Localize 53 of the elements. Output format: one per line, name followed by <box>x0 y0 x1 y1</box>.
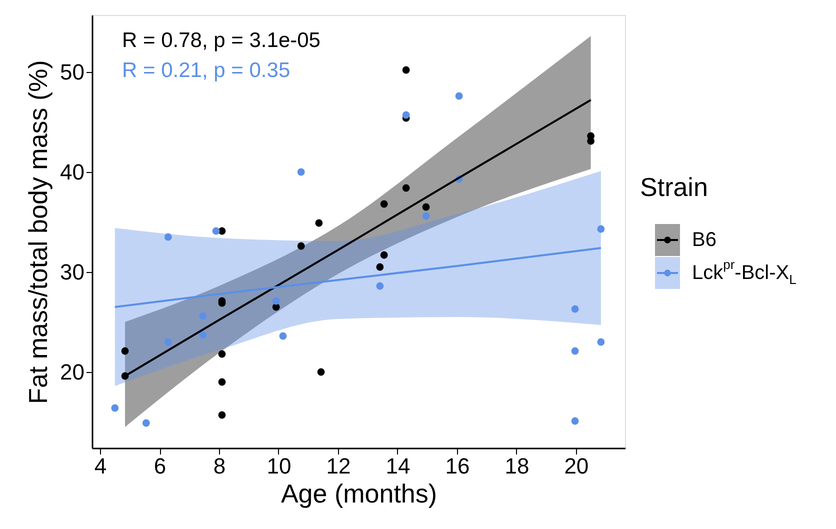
point <box>402 111 410 119</box>
point <box>111 404 119 412</box>
annotation: R = 0.21, p = 0.35 <box>122 59 290 82</box>
x-tick-label: 12 <box>326 454 351 478</box>
point <box>199 331 207 339</box>
point <box>380 251 388 259</box>
point <box>571 305 579 313</box>
annotation: R = 0.78, p = 3.1e-05 <box>122 29 320 52</box>
y-tick-label: 30 <box>60 260 84 284</box>
point <box>297 168 305 176</box>
point <box>376 263 384 271</box>
point <box>376 282 384 290</box>
x-tick-label: 14 <box>386 454 410 478</box>
point <box>571 417 579 425</box>
x-tick-label: 20 <box>564 454 589 478</box>
point <box>597 338 605 346</box>
x-tick-label: 4 <box>94 454 107 478</box>
point <box>272 303 280 311</box>
legend-label: B6 <box>692 229 716 251</box>
point <box>422 212 430 220</box>
point <box>164 233 172 241</box>
x-tick-label: 16 <box>445 454 470 478</box>
point <box>218 350 226 358</box>
point <box>279 332 287 340</box>
point <box>218 411 226 419</box>
y-tick-label: 40 <box>60 160 84 184</box>
point <box>422 203 430 211</box>
legend-title: Strain <box>640 172 708 202</box>
x-tick-label: 8 <box>213 454 226 478</box>
point <box>597 225 605 233</box>
point <box>402 184 410 192</box>
point <box>571 347 579 355</box>
x-tick-label: 18 <box>504 454 530 478</box>
y-tick-label: 50 <box>60 60 84 84</box>
point <box>142 419 150 427</box>
line-series <box>114 247 602 308</box>
y-tick-label: 20 <box>60 360 84 384</box>
x-tick-label: 10 <box>266 454 292 478</box>
x-tick-label: 6 <box>154 454 166 478</box>
point <box>212 227 220 235</box>
point <box>218 378 226 386</box>
point <box>315 219 323 227</box>
x-axis-title: Age (months) <box>280 478 438 508</box>
point <box>297 242 305 250</box>
y-axis-title: Fat mass/total body mass (%) <box>23 60 54 404</box>
point <box>164 338 172 346</box>
point <box>199 312 207 320</box>
point <box>455 92 463 100</box>
point <box>121 347 129 355</box>
point <box>317 368 325 376</box>
point <box>402 66 410 74</box>
point <box>380 200 388 208</box>
point <box>272 297 280 305</box>
